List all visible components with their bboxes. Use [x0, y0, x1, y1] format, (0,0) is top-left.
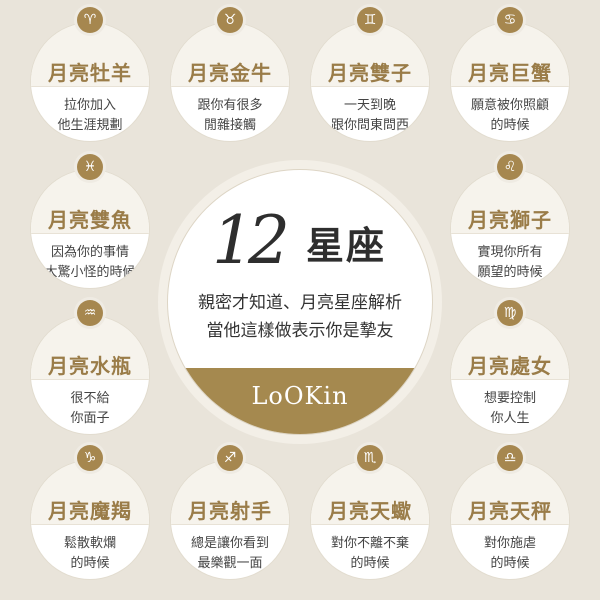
sign-name: 月亮巨蟹 — [468, 61, 552, 85]
brand-logo: LoOKin — [251, 382, 349, 410]
cancer-icon: ♋ — [497, 7, 523, 33]
pisces-icon: ♓ — [77, 154, 103, 180]
sign-name: 月亮處女 — [468, 354, 552, 378]
sign-card-scorpio: 月亮天蠍 對你不離不棄 的時候 — [311, 461, 429, 579]
scorpio-icon: ♏ — [357, 445, 383, 471]
sign-description: 一天到晚 跟你問東問西 — [330, 98, 409, 133]
sagittarius-icon: ♐ — [217, 445, 243, 471]
sign-name: 月亮天蠍 — [328, 499, 412, 523]
sign-description: 對你不離不棄 的時候 — [330, 536, 409, 571]
sign-name: 月亮魔羯 — [48, 499, 132, 523]
sign-name: 月亮牡羊 — [48, 61, 132, 85]
title-word: 星座 — [306, 224, 387, 268]
taurus-icon: ♉ — [217, 7, 243, 33]
sign-card-capricorn: 月亮魔羯 鬆散軟爛 的時候 — [31, 461, 149, 579]
center-medallion: 12 星座 親密才知道、月亮星座解析 當他這樣做表示你是摯友 LoOKin — [168, 170, 432, 434]
title-number: 12 — [212, 202, 290, 279]
sign-name: 月亮雙魚 — [48, 208, 132, 232]
sign-description: 總是讓你看到 最樂觀一面 — [190, 536, 269, 571]
subtitle-line-2: 當他這樣做表示你是摯友 — [206, 321, 394, 341]
libra-icon: ♎ — [497, 445, 523, 471]
sign-card-aquarius: 月亮水瓶 很不給 你面子 — [31, 316, 149, 434]
capricorn-icon: ♑ — [77, 445, 103, 471]
sign-description: 對你施虐 的時候 — [483, 536, 536, 571]
subtitle-line-1: 親密才知道、月亮星座解析 — [198, 293, 402, 313]
sign-name: 月亮天秤 — [468, 499, 552, 523]
sign-card-pisces: 月亮雙魚 因為你的事情 大驚小怪的時候 — [31, 170, 149, 288]
sign-card-virgo: 月亮處女 想要控制 你人生 — [451, 316, 569, 434]
virgo-icon: ♍ — [497, 300, 523, 326]
aquarius-icon: ♒ — [77, 300, 103, 326]
brand-band: LoOKin — [168, 368, 432, 434]
sign-description: 鬆散軟爛 的時候 — [63, 536, 116, 571]
sign-description: 拉你加入 他生涯規劃 — [57, 98, 123, 133]
sign-card-leo: 月亮獅子 實現你所有 願望的時候 — [451, 170, 569, 288]
sign-card-cancer: 月亮巨蟹 願意被你照顧 的時候 — [451, 23, 569, 141]
sign-name: 月亮雙子 — [328, 61, 412, 85]
leo-icon: ♌ — [497, 154, 523, 180]
sign-name: 月亮金牛 — [188, 61, 272, 85]
sign-name: 月亮獅子 — [468, 208, 552, 232]
sign-description: 很不給 你面子 — [70, 391, 110, 426]
sign-description: 因為你的事情 大驚小怪的時候 — [44, 245, 136, 280]
sign-name: 月亮射手 — [188, 499, 272, 523]
sign-description: 願意被你照顧 的時候 — [470, 98, 549, 133]
gemini-icon: ♊ — [357, 7, 383, 33]
sign-description: 實現你所有 願望的時候 — [477, 245, 543, 280]
sign-name: 月亮水瓶 — [48, 354, 132, 378]
sign-card-libra: 月亮天秤 對你施虐 的時候 — [451, 461, 569, 579]
aries-icon: ♈ — [77, 7, 103, 33]
sign-card-aries: 月亮牡羊 拉你加入 他生涯規劃 — [31, 23, 149, 141]
sign-description: 想要控制 你人生 — [483, 391, 536, 426]
sign-card-gemini: 月亮雙子 一天到晚 跟你問東問西 — [311, 23, 429, 141]
sign-card-taurus: 月亮金牛 跟你有很多 閒雜接觸 — [171, 23, 289, 141]
sign-card-sagittarius: 月亮射手 總是讓你看到 最樂觀一面 — [171, 461, 289, 579]
sign-description: 跟你有很多 閒雜接觸 — [197, 98, 263, 133]
